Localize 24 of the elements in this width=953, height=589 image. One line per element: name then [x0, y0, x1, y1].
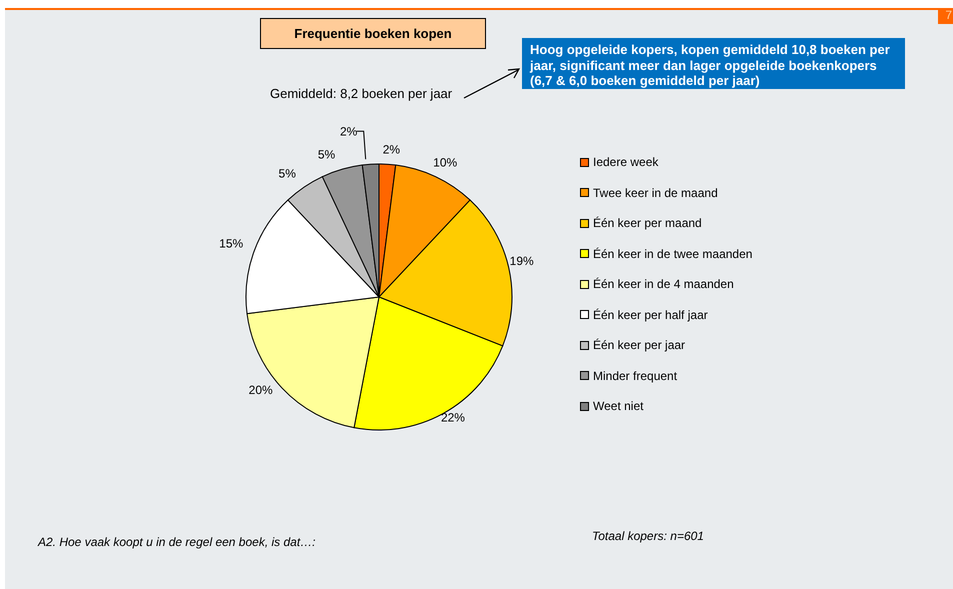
legend-label: Één keer in de twee maanden	[593, 246, 752, 261]
legend-label: Twee keer in de maand	[593, 186, 718, 200]
chart-title: Frequentie boeken kopen	[260, 18, 486, 49]
text: Gemiddeld: 8,2 boeken per jaar	[270, 86, 452, 101]
data-label: 2%	[382, 142, 400, 156]
data-label: 19%	[510, 254, 534, 268]
legend-label: Één keer per half jaar	[593, 308, 708, 322]
data-label: 10%	[433, 156, 458, 170]
data-label: 20%	[248, 382, 273, 397]
legend-label: Minder frequent	[593, 368, 678, 383]
text: Totaal kopers: n=601	[592, 529, 704, 543]
legend-label: Weet niet	[593, 399, 644, 414]
legend-label: Iedere week	[593, 155, 658, 170]
legend-label: Één keer per jaar	[593, 338, 686, 352]
text: A2. Hoe vaak koopt u in de regel een boek, is dat…:	[38, 535, 316, 549]
data-label: 2%	[340, 124, 358, 138]
legend-label: Één keer per maand	[593, 216, 702, 230]
data-label: 22%	[440, 410, 466, 424]
text: Hoog opgeleide kopers, kopen gemiddeld 10,8 boeken per jaar, significant meer dan lager opgeleide boekenkopers (6,7 & 6,0 boeken gemiddeld per jaar)	[522, 38, 905, 89]
legend-label: Één keer in de 4 maanden	[593, 277, 734, 292]
data-label: 5%	[318, 148, 336, 162]
text: 7	[938, 8, 953, 24]
data-label: 5%	[278, 166, 296, 181]
data-label: 15%	[219, 236, 244, 251]
